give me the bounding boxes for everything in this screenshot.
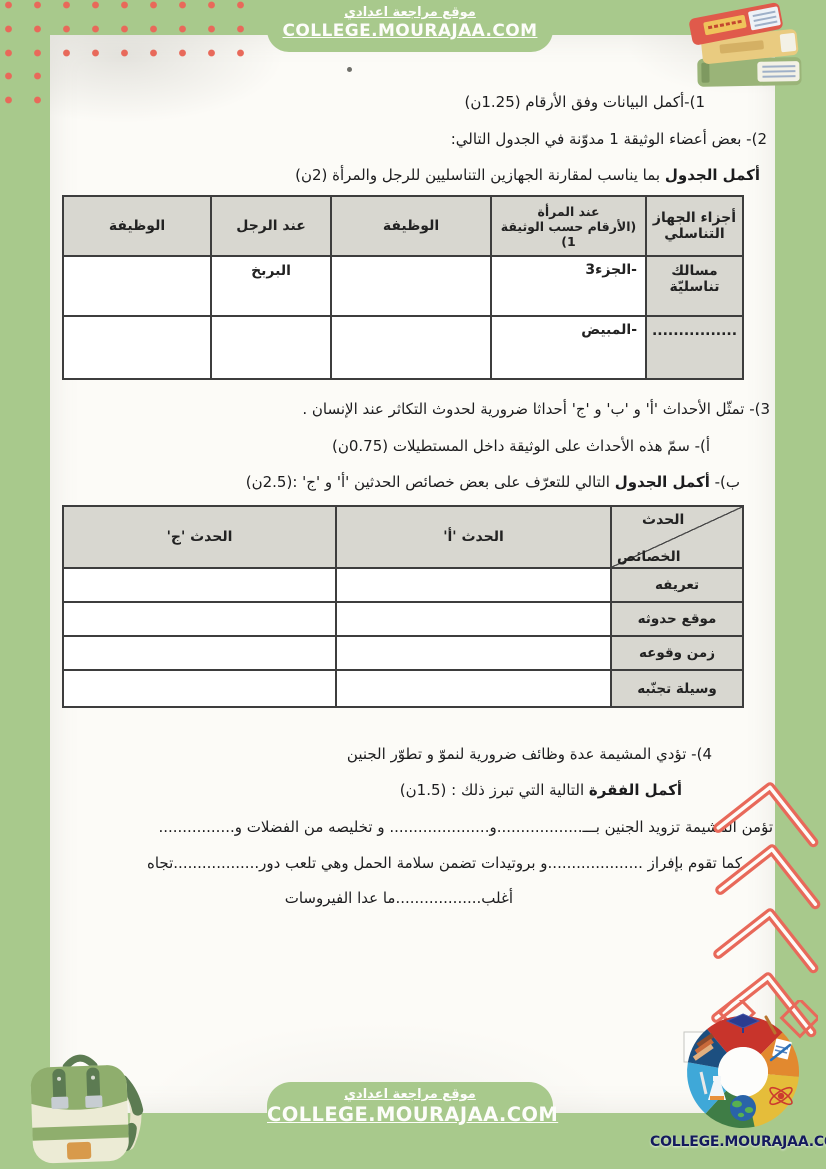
table2-time-a-empty [335,635,612,671]
table2-definition-c-empty [62,567,337,603]
table1-header-woman: عند المرأة (الأرقام حسب الوثيقة 1) [490,195,647,257]
table2-time-c-empty [62,635,337,671]
question-1: 1)-أكمل البيانات وفق الأرقام (1.25ن) [464,93,705,111]
logo-caption: COLLEGE.MOURAJAA.COM [650,1134,826,1150]
site-name-bottom: موقع مراجعة اعدادي [344,1087,476,1102]
table-reproductive-comparison: أجزاء الجهاز التناسلي عند المرأة (الأرقا… [62,195,744,380]
diamond-outline-icon [779,1000,818,1039]
question-3b-rest: التالي للتعرّف على بعض خصائص الحدثين 'أ'… [245,473,615,491]
books-stack-icon [689,2,802,87]
table1-r2-woman-function-empty [330,315,492,380]
table2-corner-cell: الحدث الخصائص [610,505,744,569]
table2-location-a-empty [335,601,612,637]
question-4: 4)- تؤدي المشيمة عدة وظائف ضرورية لنموّ … [346,745,712,763]
table1-r2-man-empty [210,315,332,380]
table2-label-definition: تعريفه [610,567,744,603]
table1-header-man: عند الرجل [210,195,332,257]
worksheet-page: 1)-أكمل البيانات وفق الأرقام (1.25ن) 2)-… [50,35,775,1113]
table1-header-function-woman: الوظيفة [330,195,492,257]
question-2: 2)- بعض أعضاء الوثيقة 1 مدوّنة في الجدول… [450,130,767,148]
table2-label-means: وسيلة تجنّبه [610,669,744,708]
question-2-instruction: أكمل الجدول بما يناسب لمقارنة الجهازين ا… [295,166,760,184]
fill-paragraph-line-1: تؤمن المشيمة تزويد الجنين بـــ..........… [158,818,773,836]
question-3b: ب)- أكمل الجدول التالي للتعرّف على بعض خ… [246,473,740,491]
site-name-top: موقع مراجعة اعدادي [344,5,476,20]
question-3: 3)- تمثّل الأحداث 'أ' و 'ب' و 'ج' أحداثا… [302,400,770,418]
table1-r1-woman-function-empty [330,255,492,317]
table1-r1-organ: مسالك تناسليّة [645,255,744,317]
table2-header-row: الحدث الخصائص الحدث 'أ' الحدث 'ج' [62,505,744,569]
table1-r2-woman: -المبيض [490,315,647,380]
table1-r1-man: البربخ [210,255,332,317]
table2-corner-event: الحدث [642,512,685,528]
question-3b-prefix: ب)- [709,473,740,491]
table-event-characteristics: الحدث الخصائص الحدث 'أ' الحدث 'ج' تعريفه… [62,505,744,708]
table2-means-a-empty [335,669,612,708]
table1-r1-woman: -الجزء3 [490,255,647,317]
table1-r1-man-function-empty [62,255,212,317]
table2-location-c-empty [62,601,337,637]
table1-r2-organ: ................ [645,315,744,380]
table2-label-time: زمن وقوعه [610,635,744,671]
table2-header-event-c: الحدث 'ج' [62,505,337,569]
table2-header-event-a: الحدث 'أ' [335,505,612,569]
question-2-instruction-rest: بما يناسب لمقارنة الجهازين التناسليين لل… [295,166,665,184]
chevron-pattern [711,782,821,1038]
table1-row-1: مسالك تناسليّة -الجزء3 البربخ [62,255,744,317]
table1-header-row: أجزاء الجهاز التناسلي عند المرأة (الأرقا… [62,195,744,257]
table2-definition-a-empty [335,567,612,603]
dot-grid-pattern [0,0,254,64]
table1-r2-man-function-empty [62,315,212,380]
site-url-top: COLLEGE.MOURAJAA.COM [282,21,538,41]
site-banner-top: موقع مراجعة اعدادي COLLEGE.MOURAJAA.COM [267,0,553,52]
site-url-bottom: COLLEGE.MOURAJAA.COM [267,1103,559,1126]
table2-row-definition: تعريفه [62,567,744,603]
dot-grid-pattern [0,64,54,116]
fill-paragraph-line-3: أغلب..................ما عدا الفيروسات [284,889,513,907]
table2-row-means: وسيلة تجنّبه [62,669,744,708]
question-4-instruction-bold: أكمل الفقرة [588,781,682,799]
question-3a: أ)- سمّ هذه الأحداث على الوثيقة داخل الم… [332,437,710,455]
table2-row-time: زمن وقوعه [62,635,744,671]
question-4-instruction: أكمل الفقرة التالية التي تبرز ذلك : (1.5… [400,781,682,799]
question-4-instruction-rest: التالية التي تبرز ذلك : (1.5ن) [399,781,589,799]
scan-speck [347,67,352,72]
site-banner-bottom: موقع مراجعة اعدادي COLLEGE.MOURAJAA.COM [267,1082,559,1169]
fill-paragraph-line-2: كما تقوم بإفراز ....................و بر… [147,854,742,872]
backpack-icon [30,1054,144,1164]
table2-label-location: موقع حدوثه [610,601,744,637]
table1-header-function-man: الوظيفة [62,195,212,257]
table1-header-organs: أجزاء الجهاز التناسلي [645,195,744,257]
question-3b-bold: أكمل الجدول [614,473,710,491]
table2-means-c-empty [62,669,337,708]
table2-corner-characteristics: الخصائص [617,549,681,565]
subjects-wheel-logo [683,1000,818,1129]
question-2-instruction-bold: أكمل الجدول [664,166,760,184]
table1-row-2: ................ -المبيض [62,315,744,380]
table2-row-location: موقع حدوثه [62,601,744,637]
